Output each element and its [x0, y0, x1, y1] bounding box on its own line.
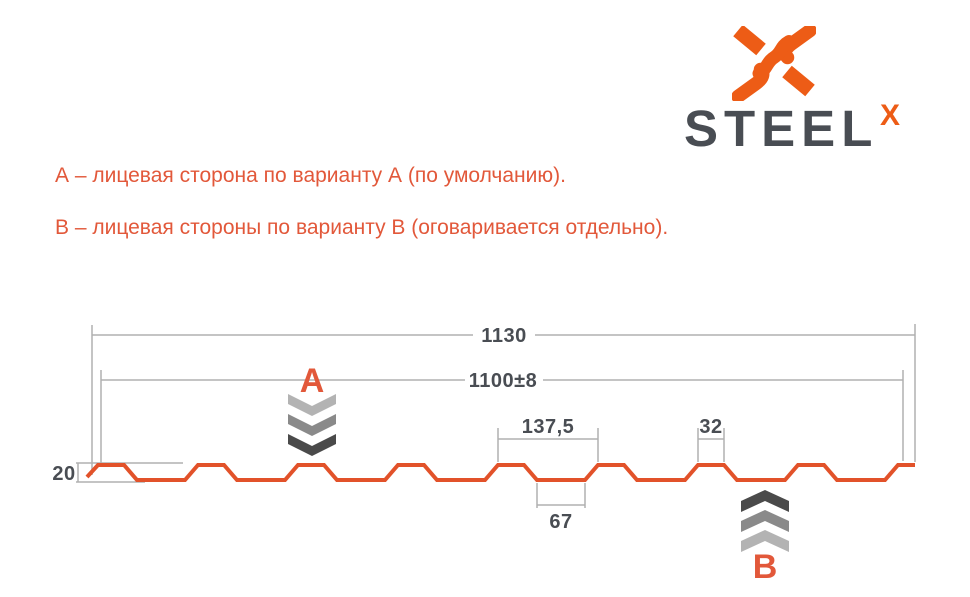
- dim-profile-height: 20: [52, 462, 183, 485]
- dim-rib-pitch: 137,5: [497, 416, 599, 462]
- dim-cover-width-value: 1100±8: [469, 370, 538, 392]
- logo-arm-bottom-right: [782, 65, 815, 97]
- dim-profile-height-value: 20: [52, 463, 75, 485]
- logo-arm-top-left: [733, 26, 766, 56]
- dim-rib-pitch-value: 137,5: [522, 416, 575, 438]
- dim-valley-width-value: 67: [549, 511, 572, 533]
- dim-crest-width-value: 32: [699, 416, 722, 438]
- note-variant-a: А – лицевая сторона по варианту А (по ум…: [55, 164, 566, 187]
- dim-overall-width: 1130: [91, 324, 916, 475]
- chevrons-a-icon: [288, 394, 336, 456]
- dim-overall-width-value: 1130: [481, 325, 526, 347]
- logo-x-icon: [732, 26, 816, 101]
- chevrons-b-icon: [741, 490, 789, 552]
- logo-x-letter: X: [880, 99, 901, 132]
- logo-center-link: [752, 35, 796, 80]
- side-a-label: A: [300, 362, 325, 400]
- dim-valley-width: 67: [536, 483, 586, 533]
- profile-diagram: 1130 1100±8 A 137,5 32: [52, 324, 916, 586]
- logo-wordmark: STEEL X: [684, 100, 900, 157]
- dim-cover-width: 1100±8: [100, 370, 904, 463]
- note-variant-b: В – лицевая стороны по варианту В (огова…: [55, 216, 669, 239]
- dim-crest-width: 32: [697, 416, 725, 462]
- side-b-label: B: [753, 548, 778, 586]
- profile-outline: [85, 463, 915, 482]
- logo-wordmark-text: STEEL: [684, 100, 879, 157]
